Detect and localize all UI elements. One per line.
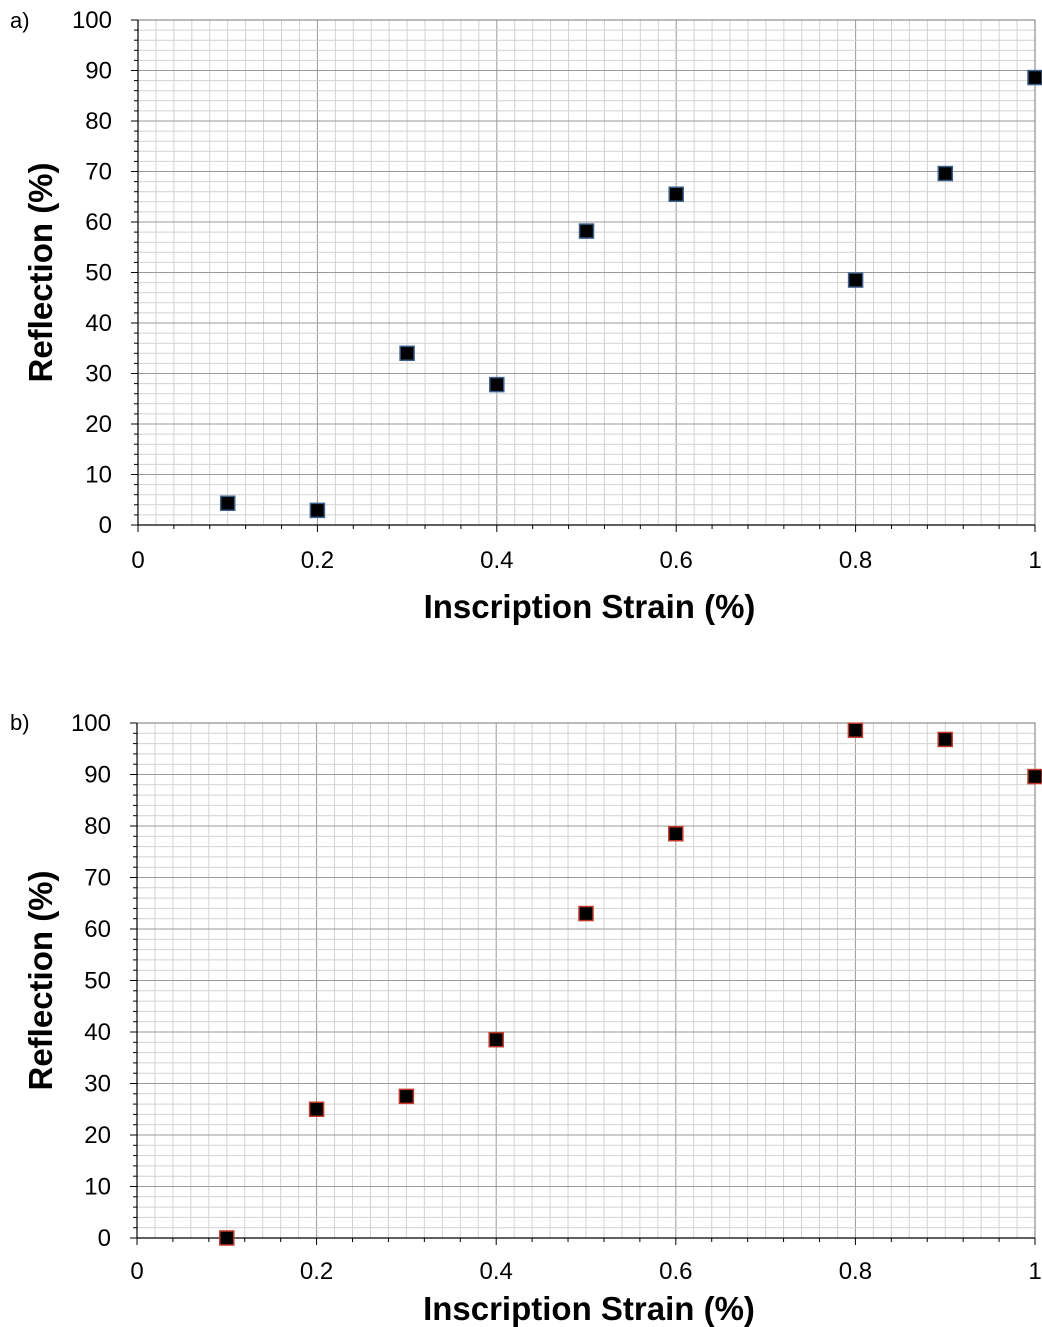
y-tick-label: 50 bbox=[84, 968, 111, 995]
x-axis-title: Inscription Strain (%) bbox=[423, 1290, 755, 1327]
data-point bbox=[1027, 768, 1042, 785]
y-tick-label: 70 bbox=[84, 865, 111, 892]
data-series bbox=[219, 69, 1042, 519]
data-point bbox=[309, 502, 326, 519]
grid bbox=[136, 722, 1036, 1239]
x-tick-label: 0.8 bbox=[839, 1258, 872, 1285]
panel-label: b) bbox=[10, 710, 30, 735]
panel-a: 0 10 20 30 40 50 60 70 80 90 100 0 0.2 0.4 0.6 0.8 1 Insc… bbox=[10, 7, 1042, 625]
x-tick-label: 0.2 bbox=[301, 547, 334, 574]
data-point bbox=[219, 495, 236, 512]
y-tick-label: 0 bbox=[98, 1225, 111, 1252]
data-point bbox=[489, 376, 505, 393]
data-point bbox=[578, 223, 595, 239]
x-tick-label: 0 bbox=[130, 1258, 143, 1285]
y-tick-label: 100 bbox=[71, 710, 111, 737]
y-tick-label: 30 bbox=[85, 361, 112, 388]
y-tick-label: 0 bbox=[99, 512, 112, 539]
y-tick-label: 80 bbox=[84, 813, 111, 840]
data-point bbox=[668, 186, 684, 202]
data-point bbox=[488, 1031, 504, 1048]
x-tick-label: 0.4 bbox=[480, 1258, 513, 1285]
data-point bbox=[308, 1101, 325, 1117]
data-point bbox=[399, 345, 415, 362]
y-tick-label: 10 bbox=[84, 1174, 111, 1201]
y-tick-label: 80 bbox=[85, 108, 112, 135]
data-point bbox=[219, 1230, 235, 1246]
x-tick-label: 0.6 bbox=[659, 1258, 692, 1285]
y-tick-label: 50 bbox=[85, 260, 112, 287]
y-tick-label: 40 bbox=[85, 310, 112, 337]
x-tick-label: 0.6 bbox=[660, 547, 693, 574]
x-tick-label: 1 bbox=[1028, 1258, 1041, 1285]
y-tick-label: 70 bbox=[85, 159, 112, 186]
y-tick-label: 40 bbox=[84, 1019, 111, 1046]
x-tick-label: 0 bbox=[131, 547, 144, 574]
y-tick-label: 60 bbox=[84, 916, 111, 943]
panel-label: a) bbox=[10, 8, 30, 33]
data-point bbox=[937, 731, 953, 748]
data-point bbox=[578, 905, 594, 922]
data-series bbox=[219, 722, 1042, 1246]
grid bbox=[137, 19, 1036, 526]
x-tick-label: 0.8 bbox=[839, 547, 872, 574]
data-point bbox=[847, 272, 864, 288]
x-tick-label: 1 bbox=[1028, 547, 1041, 574]
data-point bbox=[847, 722, 864, 738]
data-point bbox=[937, 165, 954, 182]
y-tick-label: 10 bbox=[85, 462, 112, 489]
y-tick-label: 60 bbox=[85, 209, 112, 236]
x-axis-title: Inscription Strain (%) bbox=[424, 588, 756, 625]
y-tick-label: 30 bbox=[84, 1071, 111, 1098]
y-axis-title: Reflection (%) bbox=[22, 162, 59, 382]
x-tick-label: 0.2 bbox=[300, 1258, 333, 1285]
data-point bbox=[1027, 69, 1042, 86]
x-tick-label: 0.4 bbox=[480, 547, 513, 574]
panel-b: 0 10 20 30 40 50 60 70 80 90 100 0 0.2 0.4 0.6 0.8 1 Insc… bbox=[10, 710, 1042, 1327]
data-point bbox=[668, 825, 684, 842]
y-tick-label: 20 bbox=[85, 411, 112, 438]
y-tick-label: 90 bbox=[85, 58, 112, 85]
data-point bbox=[398, 1088, 415, 1105]
y-tick-label: 100 bbox=[72, 7, 112, 34]
y-axis-title: Reflection (%) bbox=[22, 870, 59, 1090]
y-tick-label: 90 bbox=[84, 762, 111, 789]
y-tick-label: 20 bbox=[84, 1122, 111, 1149]
